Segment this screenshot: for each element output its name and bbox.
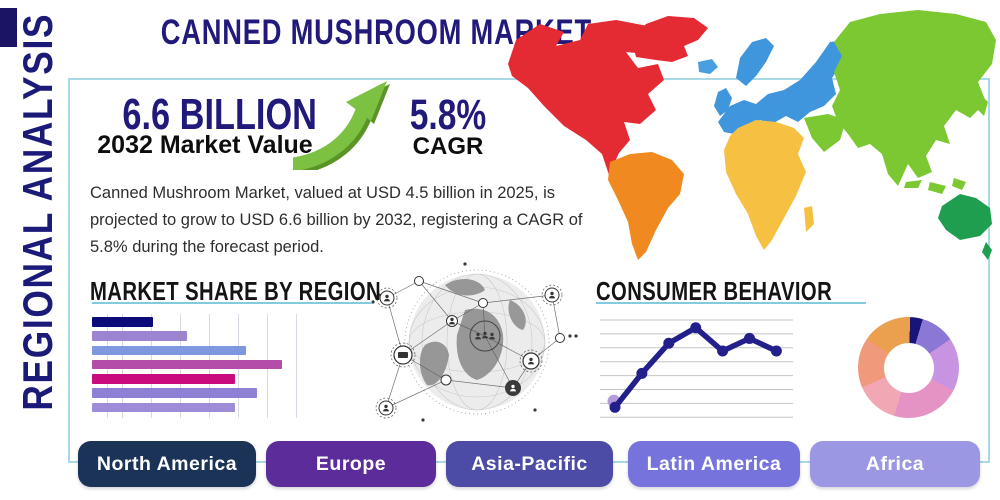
cagr-caption: CAGR bbox=[412, 133, 484, 160]
region-donut-chart bbox=[858, 317, 959, 418]
region-button-asia-pacific[interactable]: Asia-Pacific bbox=[446, 441, 613, 487]
cagr-stat: 5.8% bbox=[409, 91, 487, 139]
bar-6 bbox=[92, 388, 258, 398]
bar-3 bbox=[92, 345, 246, 356]
market-share-bar-chart bbox=[92, 314, 310, 418]
page-title: CANNED MUSHROOM MARKET bbox=[100, 13, 591, 53]
market-value-stat: 6.6 BILLION bbox=[122, 90, 317, 139]
globe-network-graphic bbox=[365, 250, 580, 432]
region-button-latin-america[interactable]: Latin America bbox=[628, 441, 800, 487]
bar-5 bbox=[92, 374, 235, 384]
donut-hole bbox=[883, 342, 934, 393]
bar-2 bbox=[92, 331, 187, 341]
bar-7 bbox=[92, 402, 235, 413]
line-chart-underline bbox=[596, 302, 866, 304]
corner-accent-bar bbox=[0, 8, 17, 47]
growth-arrow-icon bbox=[289, 78, 395, 175]
line-chart-heading: CONSUMER BEHAVIOR bbox=[596, 276, 833, 306]
bar-chart-underline bbox=[92, 302, 372, 304]
bar-4 bbox=[92, 359, 282, 370]
region-button-north-america[interactable]: North America bbox=[78, 441, 256, 487]
region-button-europe[interactable]: Europe bbox=[266, 441, 436, 487]
bar-chart-heading: MARKET SHARE BY REGION bbox=[90, 276, 382, 306]
market-value-caption: 2032 Market Value bbox=[97, 131, 313, 159]
region-button-africa[interactable]: Africa bbox=[810, 441, 980, 487]
side-label-regional-analysis: REGIONAL ANALYSIS bbox=[14, 12, 61, 411]
market-description: Canned Mushroom Market, valued at USD 4.… bbox=[90, 184, 583, 256]
world-map-svg bbox=[508, 10, 996, 260]
world-map bbox=[498, 2, 1000, 266]
consumer-behavior-line-chart bbox=[598, 310, 798, 425]
bar-1 bbox=[92, 317, 153, 327]
